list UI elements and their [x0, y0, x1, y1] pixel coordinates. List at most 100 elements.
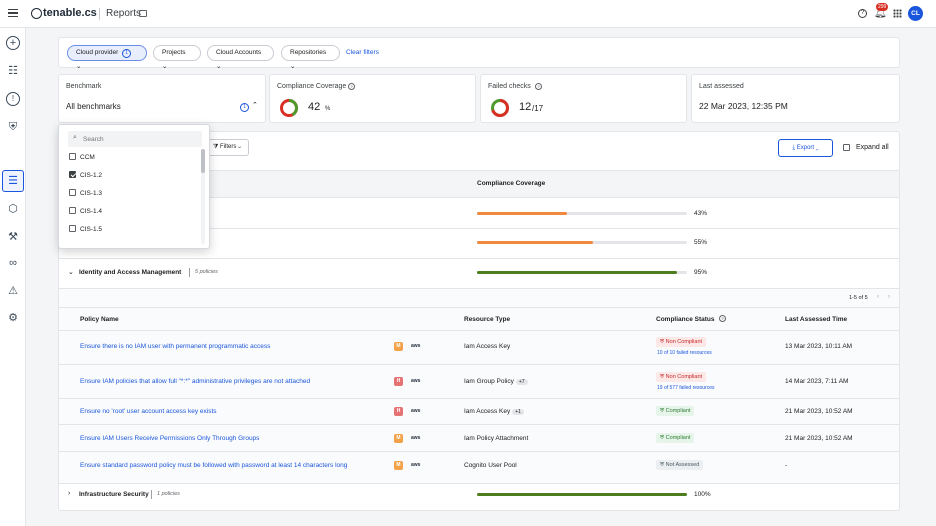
- policy-link[interactable]: Ensure IAM Users Receive Permissions Onl…: [80, 435, 260, 442]
- chevron-down-icon: ⌄: [76, 63, 82, 70]
- cloud-provider-filter[interactable]: Cloud provider 1 ⌄: [67, 45, 147, 70]
- row-divider: [59, 451, 899, 452]
- next-page-icon[interactable]: ›: [888, 294, 890, 300]
- row-divider: [59, 307, 899, 308]
- section-coverage-bar: [477, 493, 687, 496]
- clear-filters-link[interactable]: Clear filters: [346, 49, 379, 56]
- menu-icon[interactable]: [8, 9, 18, 17]
- row-divider: [59, 364, 899, 365]
- option-checkbox[interactable]: [69, 153, 76, 160]
- section-policy-count: 1 policies: [157, 491, 180, 497]
- user-avatar[interactable]: CL: [908, 6, 923, 21]
- chevron-right-icon[interactable]: ›: [68, 490, 71, 497]
- tools-icon[interactable]: ⚒: [8, 231, 18, 243]
- section-coverage-fill: [477, 212, 568, 215]
- chevron-down-icon: ⌄: [238, 144, 242, 150]
- chevron-down-icon: ⌄: [290, 63, 296, 70]
- option-label: CIS-1.4: [80, 208, 103, 215]
- link-icon[interactable]: ∞: [9, 257, 17, 269]
- dashboard-icon[interactable]: ☷: [8, 65, 18, 77]
- coverage-title: Compliance Coverage: [277, 83, 347, 90]
- compliance-table: ⧩ Filters ⌄ ⤓ Export ⌄ Expand all Compli…: [58, 131, 900, 511]
- section-coverage-fill: [477, 493, 687, 496]
- dropdown-scrollbar[interactable]: [201, 149, 205, 244]
- benchmark-card: Benchmark All benchmarks 1 ⌃: [58, 74, 266, 123]
- option-checkbox[interactable]: [69, 225, 76, 232]
- filter-icon: ⧩: [213, 144, 219, 150]
- cloud-accounts-filter[interactable]: Cloud Accounts ⌄: [207, 45, 274, 70]
- logo-text[interactable]: tenable.cs: [43, 7, 97, 19]
- cube-icon[interactable]: ⬡: [8, 203, 18, 215]
- chevron-up-icon[interactable]: ⌃: [252, 102, 258, 109]
- shield-check-icon: ⛨: [660, 408, 665, 414]
- row-divider: [59, 424, 899, 425]
- severity-badge: H: [394, 407, 403, 416]
- failed-resources-link[interactable]: 10 of 10 failed resources: [657, 350, 712, 356]
- warning-icon[interactable]: ⚠: [8, 285, 18, 297]
- prev-page-icon[interactable]: ‹: [877, 294, 879, 300]
- dropdown-search: ⌕: [68, 131, 202, 147]
- benchmark-option-ccm[interactable]: CCM: [69, 153, 95, 161]
- benchmark-option-cis-1-5[interactable]: CIS-1.5: [69, 225, 102, 233]
- policy-link[interactable]: Ensure there is no IAM user with permane…: [80, 343, 271, 350]
- reports-icon[interactable]: ☰: [8, 175, 18, 187]
- status-badge: ⛨ Non Compliant: [656, 337, 707, 347]
- help-icon[interactable]: ?: [858, 9, 867, 18]
- apps-grid-icon[interactable]: [893, 9, 902, 18]
- expand-all-label[interactable]: Expand all: [856, 144, 889, 151]
- info-icon[interactable]: ?: [348, 83, 355, 90]
- section-coverage-pct: 55%: [694, 239, 708, 246]
- policy-link[interactable]: Ensure standard password policy must be …: [80, 462, 348, 469]
- shield-check-icon: ⛨: [660, 435, 665, 441]
- add-icon[interactable]: +: [6, 36, 20, 50]
- shield-icon[interactable]: ⛨: [8, 121, 18, 133]
- alert-circle-icon[interactable]: !: [6, 92, 20, 106]
- benchmark-option-cis-1-3[interactable]: CIS-1.3: [69, 189, 102, 197]
- info-icon[interactable]: ?: [535, 83, 542, 90]
- last-assessed-card: Last assessed 22 Mar 2023, 12:35 PM: [691, 74, 900, 123]
- benchmark-option-cis-1-4[interactable]: CIS-1.4: [69, 207, 102, 215]
- expand-all-checkbox[interactable]: [843, 144, 850, 151]
- section-name[interactable]: Identity and Access Management: [79, 269, 182, 276]
- search-input[interactable]: [83, 133, 193, 145]
- header-divider: [99, 8, 100, 20]
- bell-icon[interactable]: 🔔︎: [874, 8, 887, 19]
- row-divider: [59, 330, 899, 331]
- policy-link[interactable]: Ensure no 'root' user account access key…: [80, 408, 217, 415]
- aws-icon: aws: [411, 343, 421, 349]
- sidebar: + ☷ ! ⛨ ☰ ⬡ ⚒ ∞ ⚠ ⚙: [0, 28, 26, 526]
- failed-total: /17: [532, 104, 544, 113]
- failed-resources-link[interactable]: 19 of 577 failed resources: [657, 385, 715, 391]
- section-coverage-bar: [477, 212, 687, 215]
- aws-icon: aws: [411, 408, 421, 414]
- option-checkbox[interactable]: [69, 171, 76, 178]
- failed-donut: [491, 99, 509, 117]
- status-badge: ⛨ Compliant: [656, 406, 695, 416]
- policy-link[interactable]: Ensure IAM policies that allow full "*:*…: [80, 378, 311, 385]
- export-button[interactable]: ⤓ Export ⌄: [778, 139, 833, 157]
- option-checkbox[interactable]: [69, 207, 76, 214]
- repositories-filter[interactable]: Repositories ⌄: [281, 45, 340, 70]
- settings-icon[interactable]: ⚙: [8, 312, 18, 324]
- filters-button[interactable]: ⧩ Filters ⌄: [207, 139, 249, 156]
- option-label: CIS-1.2: [80, 172, 103, 179]
- option-label: CIS-1.5: [80, 226, 103, 233]
- resource-type-label: Iam Access Key: [464, 408, 511, 415]
- dropdown-scroll-thumb[interactable]: [201, 149, 205, 173]
- status-label: Non Compliant: [665, 339, 703, 345]
- benchmark-option-cis-1-2[interactable]: CIS-1.2: [69, 171, 102, 179]
- failed-value: 12: [519, 101, 532, 113]
- cloud-provider-count: 1: [122, 49, 132, 58]
- section-name[interactable]: Infrastructure Security: [79, 491, 149, 498]
- section-coverage-bar: [477, 241, 687, 244]
- resource-extra-count[interactable]: +1: [512, 409, 524, 415]
- option-checkbox[interactable]: [69, 189, 76, 196]
- chevron-down-icon[interactable]: ⌄: [68, 269, 74, 276]
- projects-filter[interactable]: Projects ⌄: [153, 45, 201, 70]
- benchmark-select[interactable]: All benchmarks: [66, 102, 121, 111]
- info-icon[interactable]: ?: [719, 315, 726, 322]
- resource-extra-count[interactable]: +7: [515, 379, 528, 385]
- last-assessed-title: Last assessed: [699, 83, 744, 90]
- status-column-header: Compliance Status: [656, 316, 715, 323]
- tenable-logo-icon: [31, 8, 42, 19]
